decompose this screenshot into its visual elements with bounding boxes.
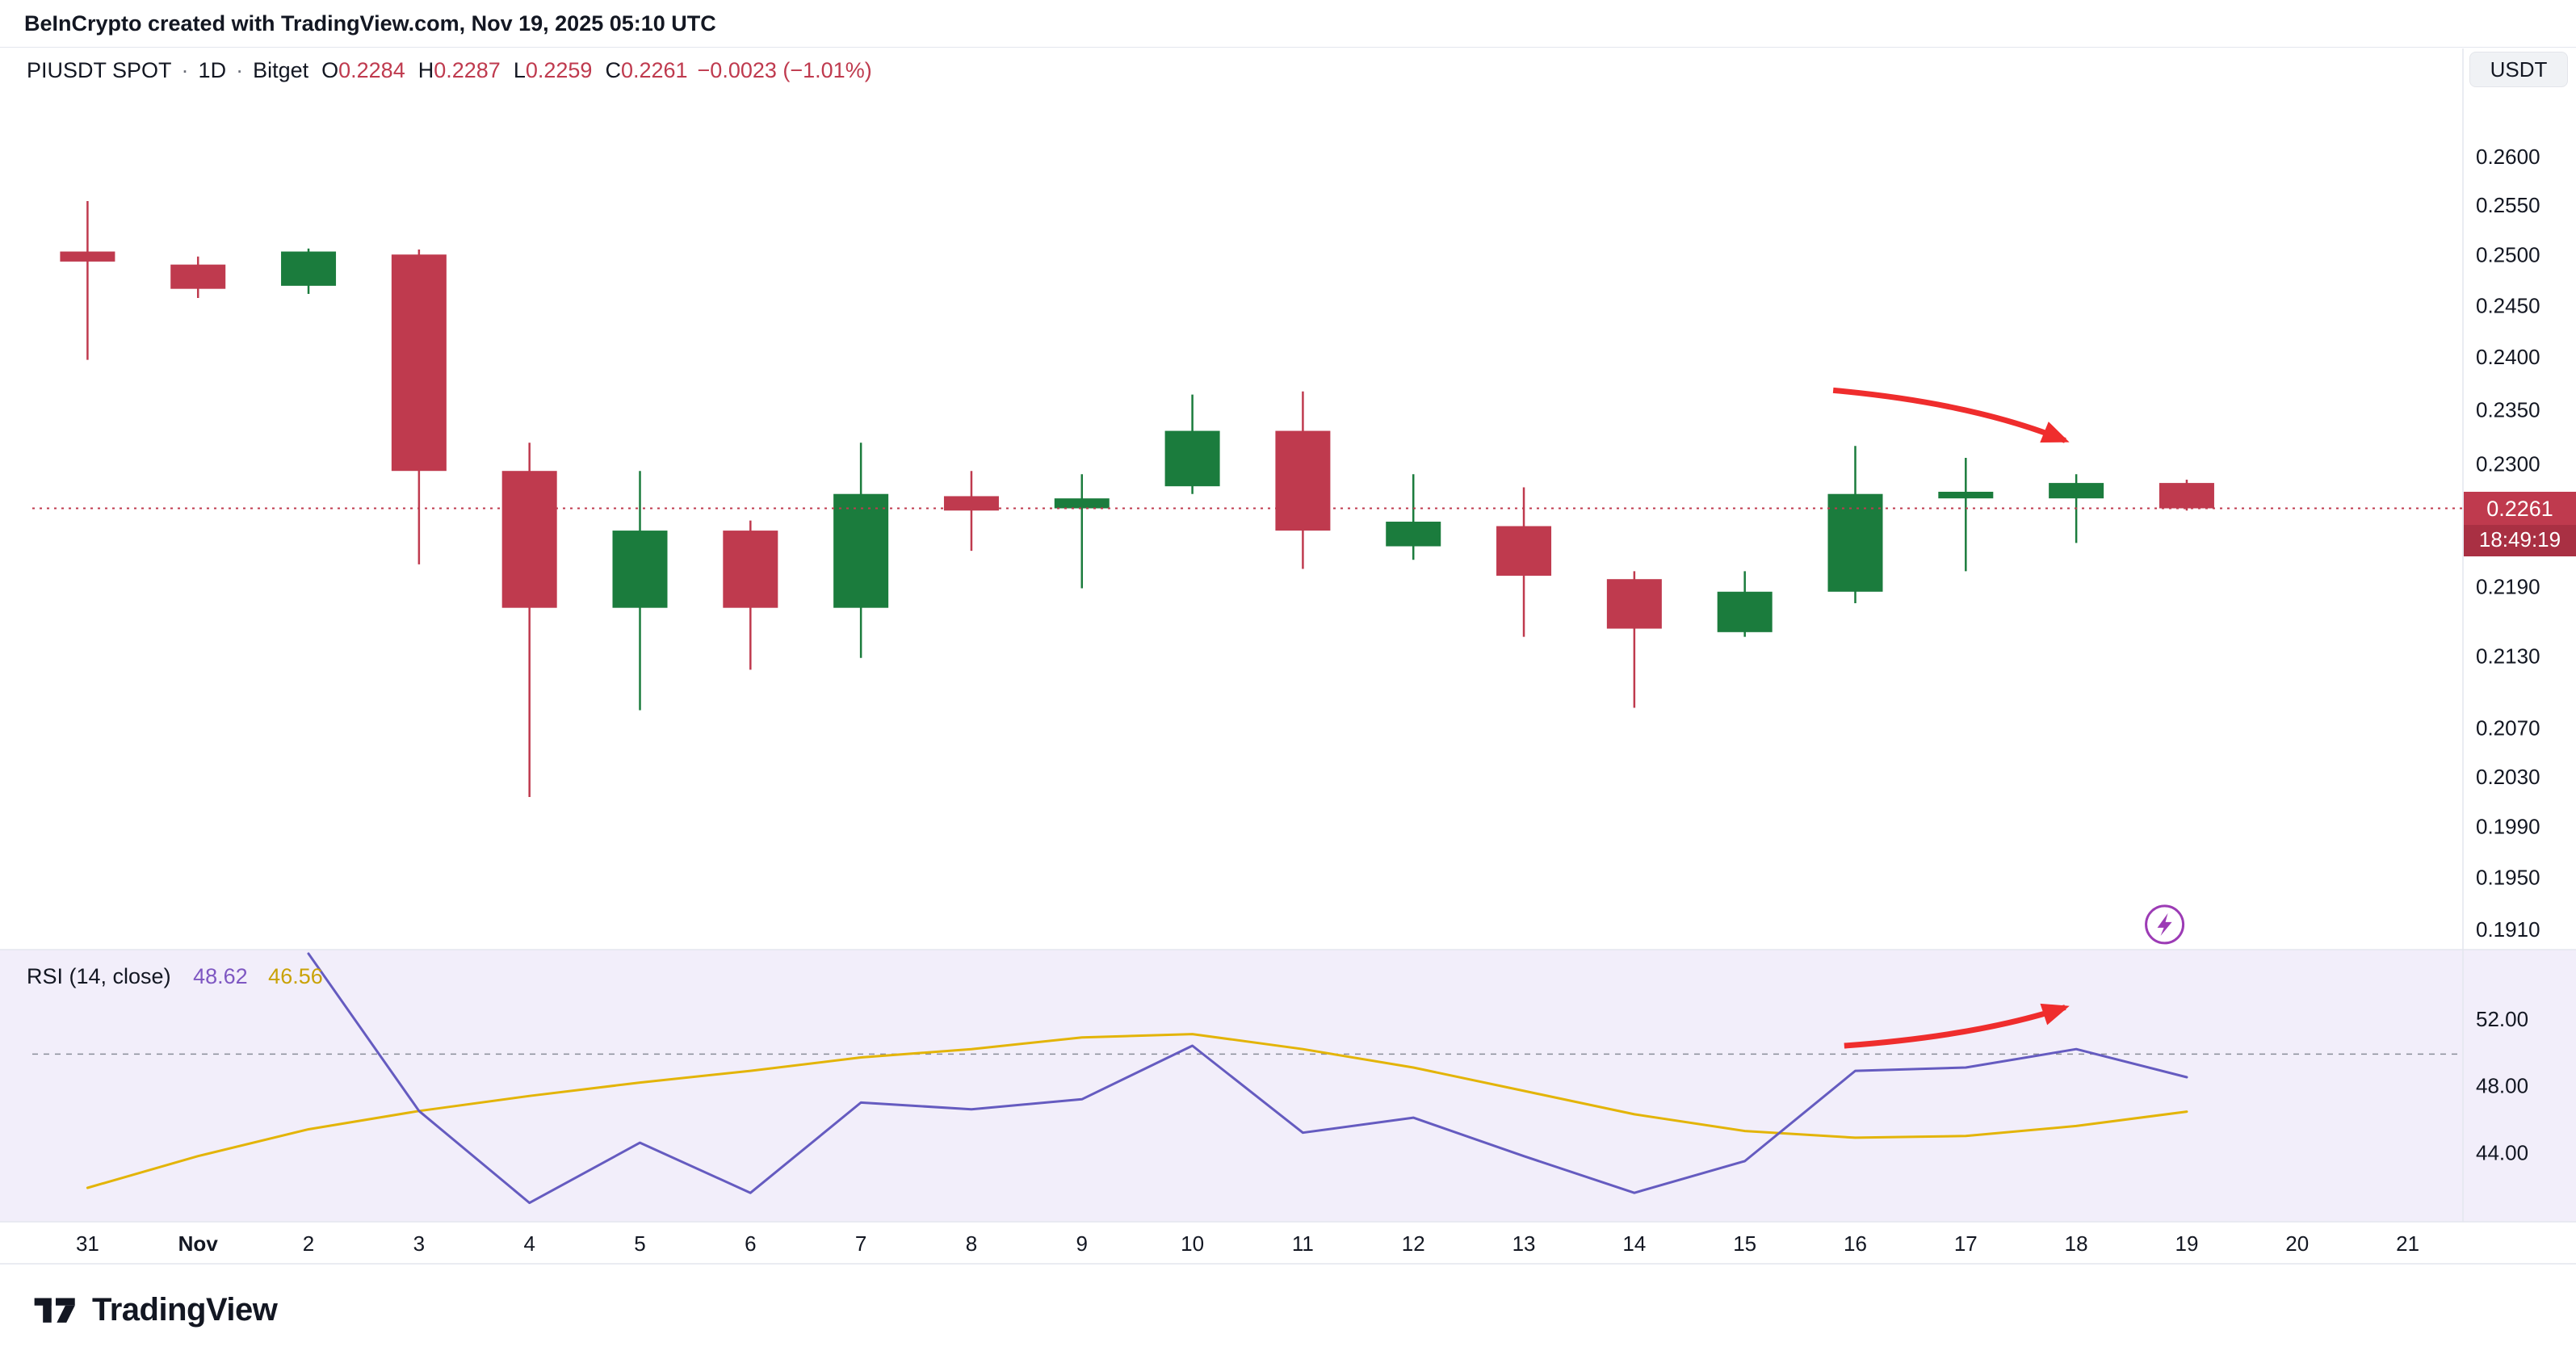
current-price-badge: 0.2261 18:49:19	[2464, 491, 2576, 557]
rsi-value: 48.62	[193, 964, 248, 988]
time-tick: 20	[2285, 1231, 2309, 1256]
current-price-label: 0.2261	[2464, 491, 2576, 525]
price-tick: 0.2190	[2476, 574, 2540, 598]
price-tick: 0.2070	[2476, 715, 2540, 740]
price-tick: 0.2550	[2476, 193, 2540, 217]
time-tick: 14	[1622, 1231, 1646, 1256]
candle-14	[1606, 579, 1662, 629]
footer: TradingView	[0, 1265, 2576, 1355]
candle-31	[60, 251, 115, 262]
legend-separator: ·	[236, 58, 244, 82]
trend-arrow	[1844, 1003, 2070, 1049]
price-tick: 0.2450	[2476, 293, 2540, 317]
time-tick: 16	[1844, 1231, 1867, 1256]
time-tick: 19	[2175, 1231, 2198, 1256]
legend-separator: ·	[181, 58, 189, 82]
price-tick: 0.2030	[2476, 765, 2540, 789]
candle-12	[1386, 522, 1441, 547]
price-tick: 0.2600	[2476, 145, 2540, 169]
rsi-tick: 44.00	[2476, 1140, 2528, 1164]
candle-4	[501, 471, 557, 608]
candle-2	[281, 251, 337, 286]
rsi-title: RSI (14, close)	[27, 964, 171, 988]
time-tick: 12	[1402, 1231, 1425, 1256]
candle-17	[1938, 491, 1994, 499]
open-value: O0.2284	[321, 58, 405, 82]
rsi-legend[interactable]: RSI (14, close) 48.62 46.56	[27, 964, 323, 989]
high-value: H0.2287	[417, 58, 501, 82]
rsi-ma-value: 46.56	[268, 964, 323, 988]
price-tick: 0.2300	[2476, 451, 2540, 476]
time-tick: 9	[1076, 1231, 1088, 1256]
bar-countdown: 18:49:19	[2464, 524, 2576, 557]
low-value: L0.2259	[513, 58, 593, 82]
candle-15	[1717, 591, 1773, 632]
candle-6	[723, 531, 778, 608]
chart-canvas[interactable]: 0.2600 0.2550 0.2500 0.2450 0.2400 0.2350 0.23…	[0, 0, 2576, 1265]
candle-9	[1054, 498, 1110, 509]
time-tick: 21	[2396, 1231, 2419, 1256]
time-tick: 10	[1181, 1231, 1204, 1256]
price-tick: 0.2400	[2476, 345, 2540, 369]
candle-7	[833, 493, 889, 608]
rsi-tick: 52.00	[2476, 1007, 2528, 1031]
candle-13	[1496, 526, 1552, 576]
price-tick: 0.1950	[2476, 866, 2540, 890]
time-tick: 4	[523, 1231, 535, 1256]
currency-badge[interactable]: USDT	[2469, 52, 2568, 87]
change-value: −0.0023 (−1.01%)	[697, 58, 872, 82]
time-tick: 2	[303, 1231, 314, 1256]
time-tick: 6	[745, 1231, 756, 1256]
rsi-tick: 48.00	[2476, 1074, 2528, 1098]
attribution-bar: BeInCrypto created with TradingView.com,…	[0, 0, 2576, 48]
candle-18	[2049, 483, 2104, 499]
candle-8	[943, 496, 999, 511]
time-tick: 11	[1292, 1231, 1314, 1256]
tradingview-wordmark[interactable]: TradingView	[92, 1291, 278, 1328]
symbol-legend[interactable]: PIUSDT SPOT · 1D · Bitget O0.2284 H0.228…	[27, 58, 872, 83]
time-tick: 3	[413, 1231, 425, 1256]
candle-Nov	[170, 264, 226, 289]
time-tick: 18	[2065, 1231, 2088, 1256]
time-tick: 8	[966, 1231, 977, 1256]
candle-16	[1827, 493, 1883, 592]
time-tick: 31	[76, 1231, 99, 1256]
interval-label[interactable]: 1D	[198, 58, 227, 82]
time-tick: 13	[1512, 1231, 1536, 1256]
candle-3	[391, 254, 447, 472]
trend-arrow	[1832, 387, 2070, 443]
price-tick: 0.2500	[2476, 243, 2540, 267]
time-tick: Nov	[178, 1231, 219, 1256]
rsi-pane-bg	[0, 950, 2576, 1222]
price-tick: 0.2130	[2476, 644, 2540, 669]
time-tick: 17	[1954, 1231, 1978, 1256]
price-tick: 0.2350	[2476, 398, 2540, 422]
candle-5	[612, 531, 668, 608]
candle-10	[1164, 430, 1220, 487]
time-tick: 15	[1733, 1231, 1756, 1256]
time-tick: 5	[634, 1231, 645, 1256]
close-value: C0.2261	[605, 58, 688, 82]
symbol-title[interactable]: PIUSDT SPOT	[27, 58, 172, 82]
rsi-ma-line	[86, 1033, 2188, 1189]
candle-11	[1275, 430, 1331, 531]
rsi-line	[307, 952, 2188, 1205]
price-tick: 0.1990	[2476, 815, 2540, 839]
candle-19	[2159, 483, 2214, 509]
time-tick: 7	[855, 1231, 866, 1256]
tradingview-logo-icon[interactable]	[32, 1290, 79, 1329]
price-tick: 0.1910	[2476, 917, 2540, 942]
exchange-label: Bitget	[253, 58, 309, 82]
